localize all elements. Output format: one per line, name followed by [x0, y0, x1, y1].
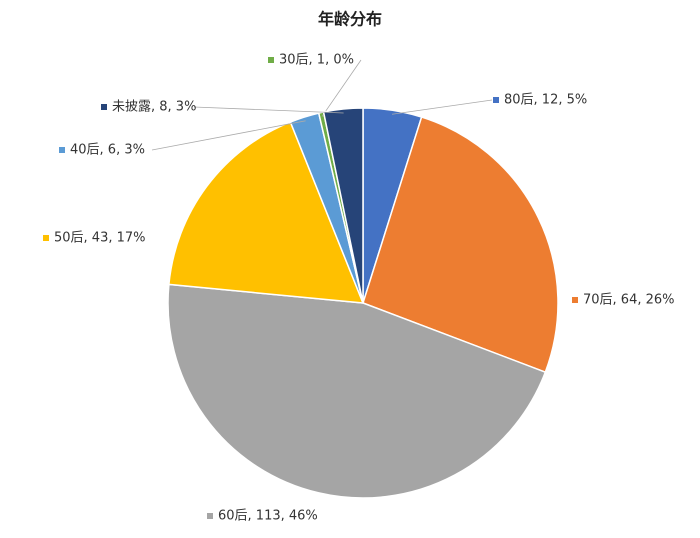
label-marker — [43, 235, 49, 241]
leader-line — [391, 99, 493, 115]
pie-slice — [167, 283, 547, 499]
data-label: 40后, 6, 3% — [70, 143, 145, 158]
data-label: 50后, 43, 17% — [54, 231, 146, 246]
label-marker — [493, 97, 499, 103]
data-label: 60后, 113, 46% — [218, 509, 318, 524]
label-marker — [59, 147, 65, 153]
data-label: 30后, 1, 0% — [279, 53, 354, 68]
label-marker — [572, 297, 578, 303]
label-marker — [101, 104, 107, 110]
leader-line — [193, 106, 344, 114]
leader-line — [321, 59, 362, 117]
label-marker — [207, 513, 213, 519]
pie-slice — [168, 121, 365, 304]
chart-title: 年龄分布 — [318, 10, 382, 29]
pie-slice — [362, 116, 559, 374]
data-label: 80后, 12, 5% — [504, 93, 587, 108]
data-label: 未披露, 8, 3% — [112, 100, 196, 115]
leader-line — [151, 120, 306, 151]
data-label: 70后, 64, 26% — [583, 293, 675, 308]
label-marker — [268, 57, 274, 63]
